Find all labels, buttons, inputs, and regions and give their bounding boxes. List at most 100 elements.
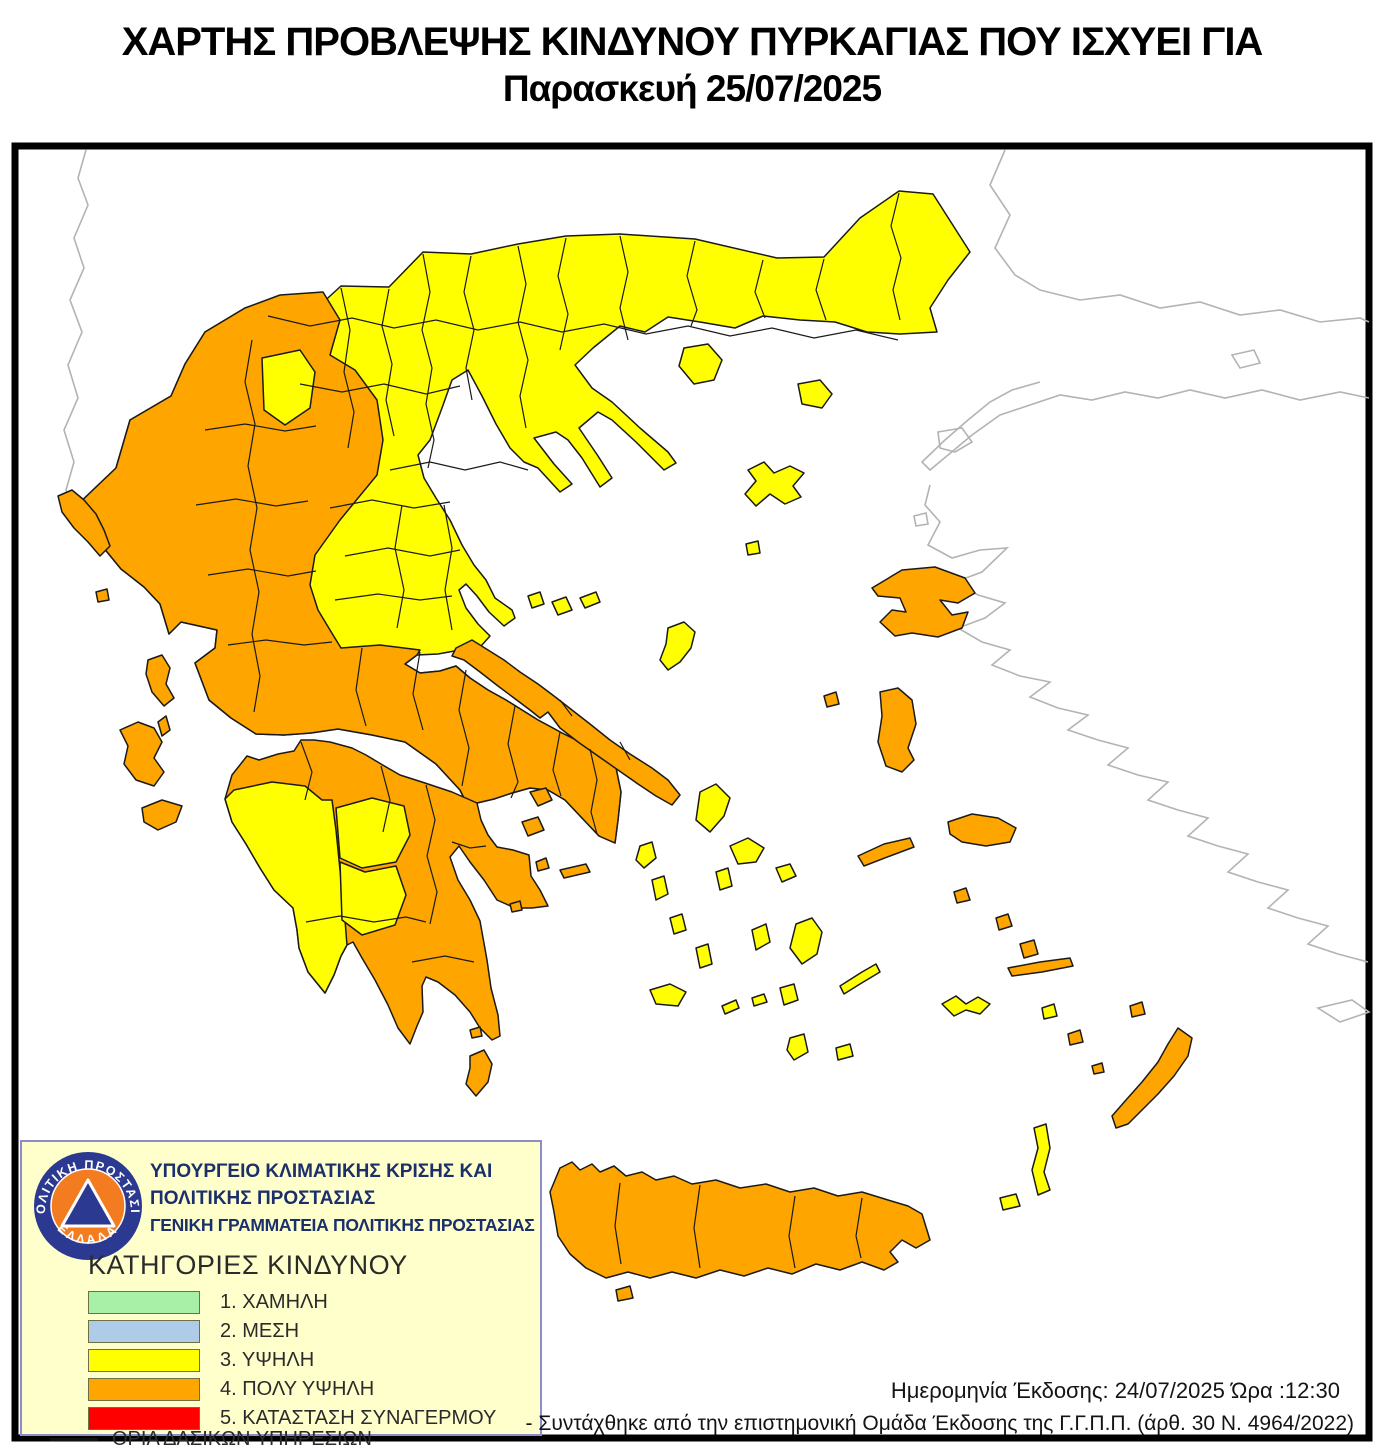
region-evia [451,639,681,806]
region-ios [779,983,799,1006]
region-paros [751,923,771,951]
legend-category-list: 1. ΧΑΜΗΛΗ 2. ΜΕΣΗ 3. ΥΨΗΛΗ 4. ΠΟΛΥ ΥΨΗΛΗ… [88,1288,496,1433]
region-crete [549,1161,931,1279]
region-santorini [786,1033,809,1061]
boundary-line-icon [50,1437,98,1441]
region-poros [535,857,550,872]
region-halki [1091,1062,1105,1075]
region-symi [1129,1001,1146,1018]
region-kalymnos [1019,939,1039,959]
region-paxoi [95,588,110,603]
legend-row-high: 3. ΥΨΗΛΗ [88,1346,496,1375]
region-chios [877,687,917,773]
region-lefkada [145,654,175,707]
swatch-low [88,1291,200,1314]
region-andros [695,783,731,833]
ministry-line-1: ΥΠΟΥΡΓΕΙΟ ΚΛΙΜΑΤΙΚΗΣ ΚΡΙΣΗΣ ΚΑΙ [150,1161,493,1182]
region-mykonos [775,863,797,883]
region-anafi [835,1043,854,1061]
region-peloponnese-center-south [339,861,407,936]
swatch-very-high [88,1378,200,1401]
legend-heading: ΚΑΤΗΓΟΡΙΕΣ ΚΙΝΔΥΝΟΥ [88,1250,408,1280]
region-kefalonia [119,721,165,787]
issue-date-line: Ημερομηνία Έκδοσης: 24/07/2025 Ώρα :12:3… [890,1378,1340,1403]
region-ikaria [857,837,915,867]
swatch-medium [88,1320,200,1343]
region-thasos [678,343,723,385]
region-kythnos [651,875,669,901]
legend-row-medium: 2. ΜΕΣΗ [88,1317,496,1346]
datca-outline [1315,999,1371,1023]
region-skyros [659,621,696,671]
turkey-thrace-outline [989,149,1370,323]
legend-boundary-row: ΟΡΙΑ ΔΑΣΙΚΩΝ ΥΠΗΡΕΣΙΩΝ [50,1424,372,1453]
region-spetses [509,900,523,913]
region-tinos [729,837,765,865]
legend-label-very-high: 4. ΠΟΛΥ ΥΨΗΛΗ [220,1378,375,1400]
legend-row-low: 1. ΧΑΜΗΛΗ [88,1288,496,1317]
region-peloponnese-center-north [335,797,411,869]
region-karpathos [1031,1123,1051,1196]
tenedos-outline [913,512,929,527]
ministry-line-2: ΠΟΛΙΤΙΚΗΣ ΠΡΟΣΤΑΣΙΑΣ [150,1188,376,1209]
legend-label-boundaries: ΟΡΙΑ ΔΑΣΙΚΩΝ ΥΠΗΡΕΣΙΩΝ [112,1427,372,1450]
region-tilos [1067,1029,1084,1046]
region-kasos [999,1193,1021,1211]
swatch-high [88,1349,200,1372]
region-peloponnese-west [224,781,348,994]
marmara-island-outline [1230,349,1262,369]
civil-protection-logo: ΠΟΛΙΤΙΚΗ ΠΡΟΣΤΑΣΙΑ ΕΛΛΑΔΑ [32,1150,142,1260]
region-kastoria [261,349,316,426]
region-alonissos [579,591,601,609]
imbros-outline [937,427,974,453]
region-limnos [744,461,805,507]
region-psara [823,691,840,708]
region-skiathos [527,591,545,609]
region-ithaki [157,715,171,737]
title-line-2: Παρασκευή 25/07/2025 [502,68,882,109]
legend-label-alert: 5. ΚΑΤΑΣΤΑΣΗ ΣΥΝΑΓΕΡΜΟΥ [220,1407,497,1429]
ministry-text: ΥΠΟΥΡΓΕΙΟ ΚΛΙΜΑΤΙΚΗΣ ΚΡΙΣΗΣ ΚΑΙ ΠΟΛΙΤΙΚΗ… [150,1158,540,1239]
region-kea [635,841,657,869]
region-leros [995,913,1013,931]
ministry-line-3: ΓΕΝΙΚΗ ΓΡΑΜΜΑΤΕΙΑ ΠΟΛΙΤΙΚΗΣ ΠΡΟΣΤΑΣΙΑΣ [150,1215,535,1235]
region-corfu [57,489,111,557]
region-kos [1007,957,1074,977]
region-hydra [559,863,591,879]
region-samothrace [797,379,833,409]
forest-service-boundaries [195,192,902,1269]
region-rhodes [1111,1027,1193,1129]
logo-triangle-icon [60,1178,116,1228]
attribution-line: - Συντάχθηκε από την επιστημονική Ομάδα … [525,1412,1354,1435]
region-naxos [789,917,823,965]
legend-row-very-high: 4. ΠΟΛΥ ΥΨΗΛΗ [88,1375,496,1404]
page-title: ΧΑΡΤΗΣ ΠΡΟΒΛΕΨΗΣ ΚΙΝΔΥΝΟΥ ΠΥΡΚΑΓΙΑΣ ΠΟΥ … [0,18,1384,112]
region-skopelos [551,596,573,616]
region-astypalaia [941,995,991,1017]
legend-label-medium: 2. ΜΕΣΗ [220,1320,300,1342]
legend-label-high: 3. ΥΨΗΛΗ [220,1349,315,1371]
region-gavdos [615,1285,634,1302]
region-samos [947,813,1017,847]
turkey-anatolia-outline [924,484,1369,963]
region-salamina [529,787,553,807]
region-agios-efstratios [745,540,761,556]
legend-box: ΠΟΛΙΤΙΚΗ ΠΡΟΣΤΑΣΙΑ ΕΛΛΑΔΑ ΥΠΟΥΡΓΕΙΟ ΚΛΙΜ… [20,1140,542,1450]
region-zakynthos [141,799,183,831]
legend-row-alert: 5. ΚΑΤΑΣΤΑΣΗ ΣΥΝΑΓΕΡΜΟΥ [88,1404,496,1433]
swatch-alert [88,1407,200,1430]
region-sifnos [695,943,713,969]
turkey-marmara-outline [920,381,1370,472]
region-folegandros [721,999,740,1015]
region-elafonisos [469,1026,483,1039]
region-lesvos [871,566,976,638]
region-sikinos [751,993,768,1007]
region-syros [715,867,733,891]
region-milos [649,983,687,1007]
title-line-1: ΧΑΡΤΗΣ ΠΡΟΒΛΕΨΗΣ ΚΙΝΔΥΝΟΥ ΠΥΡΚΑΓΙΑΣ ΠΟΥ … [121,20,1264,64]
legend-label-low: 1. ΧΑΜΗΛΗ [220,1291,328,1313]
region-patmos [953,887,971,904]
region-nisyros [1041,1003,1058,1020]
